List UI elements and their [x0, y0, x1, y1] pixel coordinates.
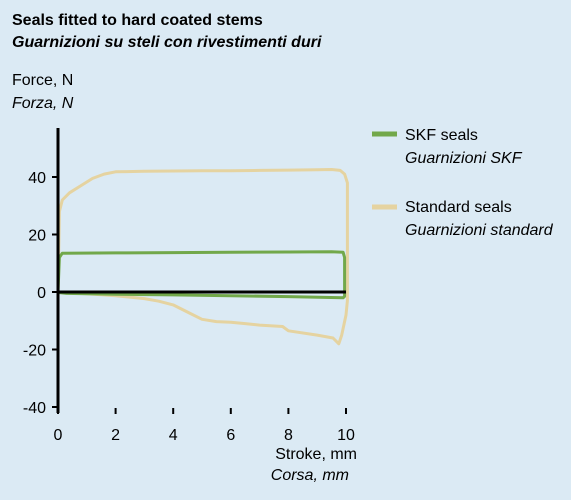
y-tick-label: -40: [23, 400, 46, 417]
legend: SKF seals Guarnizioni SKF Standard seals…: [372, 127, 554, 239]
ticks-layer: 0 2 4 6 8 10 -40 -20 0 20 40: [23, 170, 355, 444]
x-tick-label: 10: [337, 427, 355, 444]
x-tick-label: 2: [111, 427, 120, 444]
y-tick-label: 20: [28, 228, 46, 245]
y-tick-label: 0: [37, 285, 46, 302]
y-tick-label: -20: [23, 343, 46, 360]
x-axis-label: Stroke, mm: [275, 446, 357, 463]
legend-label-skf-italian: Guarnizioni SKF: [405, 150, 523, 167]
series-line-standard: [56, 168, 349, 346]
legend-label-skf: SKF seals: [405, 127, 478, 144]
x-tick-label: 4: [169, 427, 178, 444]
y-axis-label-italian: Forza, N: [12, 95, 74, 112]
x-tick-label: 6: [226, 427, 235, 444]
chart-title: Seals fitted to hard coated stems: [12, 12, 263, 29]
y-tick-label: 40: [28, 170, 46, 187]
x-tick-label: 0: [54, 427, 63, 444]
y-axis-label: Force, N: [12, 72, 73, 89]
legend-label-standard: Standard seals: [405, 199, 512, 216]
chart-subtitle: Guarnizioni su steli con rivestimenti du…: [12, 34, 322, 51]
x-axis-label-italian: Corsa, mm: [271, 467, 349, 484]
series-layer: [56, 168, 349, 346]
x-tick-label: 8: [284, 427, 293, 444]
legend-label-standard-italian: Guarnizioni standard: [405, 222, 554, 239]
series-line-skf: [56, 250, 347, 300]
